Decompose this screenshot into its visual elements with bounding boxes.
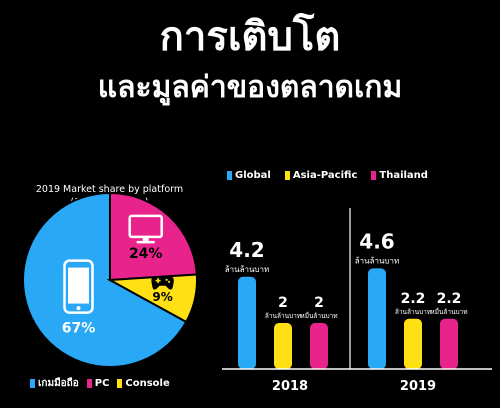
legend-swatch-mobile [30,379,35,388]
bar-global-2018 [238,276,256,369]
bar-unit-label-asia-pacific-2019: ล้านล้านบาท [395,308,431,316]
legend-item-pc: PC [86,378,110,389]
legend-item-thailand: Thailand [371,170,428,181]
bar-asia-pacific-2019 [404,318,422,369]
legend-item-mobile: เกมมือถือ [30,376,79,391]
legend-label-pc: PC [94,378,110,389]
bar-value-label-global-2019: 4.6 [359,229,394,253]
legend-label-console: Console [125,378,170,389]
pie-legend: เกมมือถือ PC Console [30,376,170,391]
smartphone-home-button [76,306,81,311]
pie-slice-mobile [22,191,188,368]
legend-swatch-thailand [371,171,377,180]
bar-unit-label-asia-pacific-2018: ล้านล้านบาท [265,312,301,320]
page-subtitle: และมูลค่าของตลาดเกม [97,70,403,105]
desktop-computer-icon [128,214,163,244]
bar-value-label-asia-pacific-2018: 2 [278,295,288,311]
legend-swatch-console [117,379,123,388]
bar-value-label-thailand-2019: 2.2 [437,291,462,307]
bar-unit-label-thailand-2018: หมื่นล้านบาท [300,311,337,320]
gamepad-button-b [168,280,171,283]
gamepad-dpad-v [157,278,159,284]
legend-label-asia-pacific: Asia-Pacific [292,170,358,181]
legend-label-global: Global [235,170,271,181]
legend-item-global: Global [227,170,271,181]
legend-label-mobile: เกมมือถือ [38,378,79,389]
legend-label-thailand: Thailand [379,170,428,181]
legend-swatch-asia-pacific [284,171,290,180]
bar-unit-label-global-2019: ล้านล้านบาท [355,256,400,265]
pie-label-console: 9% [152,290,172,304]
gamepad-icon [151,276,174,290]
pie-title-text: 2019 Market share by platform [35,184,184,195]
smartphone-body [63,259,94,314]
bar-thailand-2019 [440,318,458,369]
legend-item-console: Console [117,378,170,389]
bar-global-2019 [368,268,386,369]
gamepad-button-a [165,278,168,281]
smartphone-icon [63,259,94,314]
page-title: การเติบโต [159,14,341,60]
x-axis-label-2018: 2018 [272,379,308,394]
smartphone-screen [68,267,89,304]
bar-value-label-global-2018: 4.2 [229,238,264,262]
pie-label-pc: 24% [129,246,163,262]
legend-item-asia-pacific: Asia-Pacific [284,170,358,181]
bar-legend: Global Asia-Pacific Thailand [227,170,428,181]
bar-value-label-asia-pacific-2019: 2.2 [401,291,426,307]
bar-thailand-2018 [310,323,328,369]
bar-unit-label-global-2018: ล้านล้านบาท [225,265,270,274]
monitor-stand [142,236,149,241]
pie-slice-console [106,273,198,324]
bar-unit-label-thailand-2019: หมื่นล้านบาท [430,307,467,316]
bar-asia-pacific-2018 [274,323,292,369]
pie-label-mobile: 67% [62,321,96,337]
x-axis-label-2019: 2019 [400,379,436,394]
bar-value-label-thailand-2018: 2 [314,295,324,311]
legend-swatch-global [227,171,232,180]
legend-swatch-pc [86,379,92,388]
monitor-base [136,240,155,244]
